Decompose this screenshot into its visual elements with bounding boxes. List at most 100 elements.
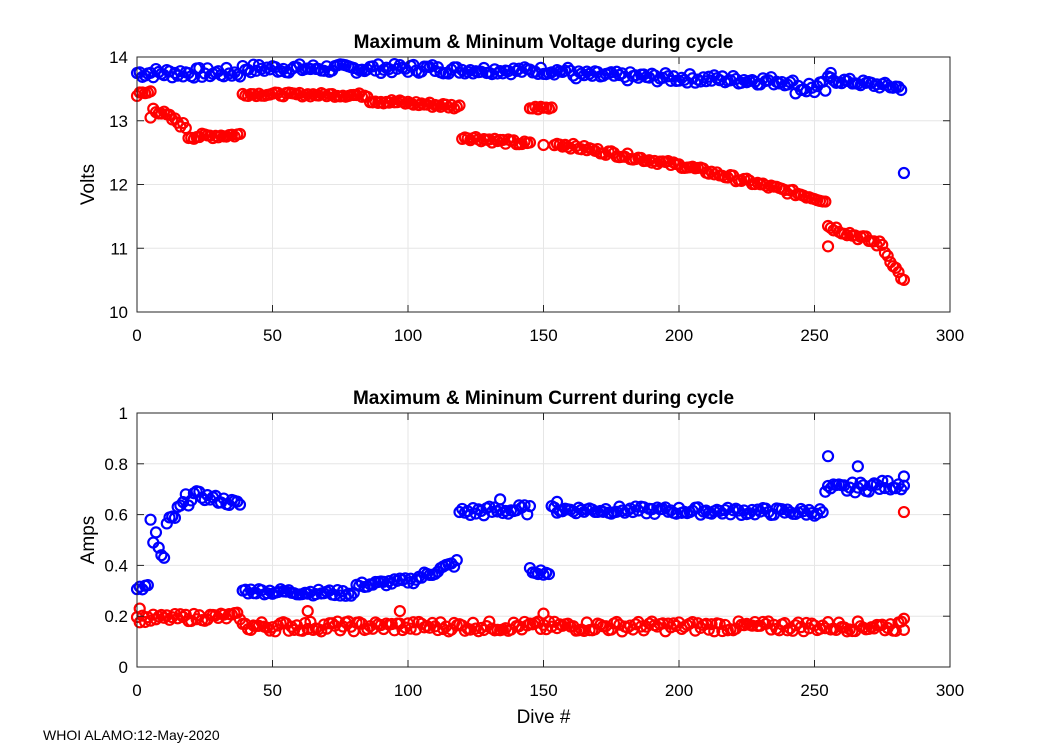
data-point [434, 100, 447, 113]
data-point [824, 66, 837, 80]
data-point [862, 485, 875, 498]
data-point [537, 138, 550, 152]
data-point [382, 96, 396, 109]
data-point [447, 616, 461, 630]
data-point [301, 605, 314, 618]
data-point [233, 498, 247, 511]
data-point [816, 506, 829, 519]
x-tick-label: 0 [132, 681, 141, 700]
data-point [158, 611, 171, 624]
data-point [488, 132, 501, 146]
data-point [789, 619, 802, 632]
data-point [667, 617, 680, 630]
data-point [892, 80, 905, 93]
y-tick-label: 11 [110, 239, 128, 258]
data-point [483, 615, 496, 628]
y-axis-label: Volts [78, 164, 99, 205]
data-point [494, 493, 507, 506]
data-point [523, 136, 537, 149]
data-point [304, 90, 317, 103]
data-point [407, 616, 420, 629]
data-point [637, 501, 650, 514]
y-tick-label: 1 [119, 404, 128, 423]
data-point [450, 554, 463, 567]
series-minimum [130, 505, 911, 638]
data-point [840, 484, 854, 497]
data-point [168, 511, 182, 524]
x-tick-label: 50 [263, 326, 282, 345]
data-point [410, 573, 423, 586]
data-point [550, 495, 564, 508]
data-point [158, 551, 171, 564]
data-point [469, 622, 482, 635]
y-tick-label: 0.4 [104, 556, 128, 575]
data-point [672, 74, 686, 87]
data-point [301, 587, 314, 600]
series-minimum [130, 85, 911, 287]
x-axis-label: Dive # [517, 707, 571, 728]
data-point [453, 66, 466, 79]
data-point [361, 622, 374, 636]
x-tick-label: 100 [394, 681, 422, 700]
x-tick-label: 200 [665, 326, 693, 345]
data-point [231, 495, 244, 508]
data-point [466, 67, 480, 80]
data-point [819, 485, 832, 498]
data-point [664, 158, 677, 172]
data-point [233, 127, 247, 141]
y-tick-label: 10 [109, 303, 128, 322]
data-point [298, 617, 312, 630]
data-point [453, 505, 466, 519]
data-point [897, 505, 911, 519]
y-axis-label: Amps [78, 516, 99, 565]
x-tick-label: 200 [665, 681, 693, 700]
data-point [426, 59, 439, 72]
series-maximum [130, 450, 911, 602]
data-point [149, 526, 163, 539]
data-point [223, 67, 236, 80]
data-point [713, 617, 726, 631]
data-point [494, 64, 507, 78]
data-point [897, 470, 911, 483]
data-point [225, 69, 238, 82]
data-point [491, 505, 504, 518]
x-tick-label: 0 [132, 326, 141, 345]
data-point [857, 74, 870, 87]
x-tick-label: 100 [394, 326, 422, 345]
x-tick-label: 250 [800, 681, 828, 700]
data-point [209, 609, 222, 622]
data-point [819, 84, 832, 97]
data-point [523, 500, 537, 513]
data-point [840, 625, 854, 638]
data-point [821, 240, 835, 253]
data-point [453, 99, 466, 112]
data-point [735, 174, 748, 187]
chart-panel-2: 0 50 100 150 200 250 300 0 0.2 0.4 0.6 0.8 1 Maximum … [78, 388, 964, 728]
data-point [377, 63, 390, 76]
x-tick-label: 150 [529, 326, 557, 345]
y-tick-label: 0.6 [104, 506, 128, 525]
y-tick-label: 14 [109, 48, 128, 67]
data-point [876, 474, 889, 487]
data-point [185, 494, 198, 507]
data-point [751, 503, 764, 516]
data-point [464, 508, 477, 521]
data-point [878, 246, 892, 259]
data-point [499, 622, 512, 635]
data-point [144, 111, 157, 124]
x-tick-label: 250 [800, 326, 828, 345]
data-point [393, 605, 406, 618]
data-point [756, 72, 770, 85]
data-point [445, 98, 458, 112]
chart-title: Maximum & Mininum Current during cycle [353, 388, 734, 409]
data-point [144, 513, 157, 526]
data-point [897, 273, 911, 287]
data-point [231, 606, 244, 619]
x-tick-label: 50 [263, 681, 282, 700]
chart-title: Maximum & Mininum Voltage during cycle [354, 32, 734, 53]
data-point [892, 265, 905, 279]
y-tick-label: 0.2 [104, 607, 128, 626]
data-point [174, 608, 187, 621]
x-tick-label: 300 [936, 681, 964, 700]
data-point [155, 549, 168, 562]
